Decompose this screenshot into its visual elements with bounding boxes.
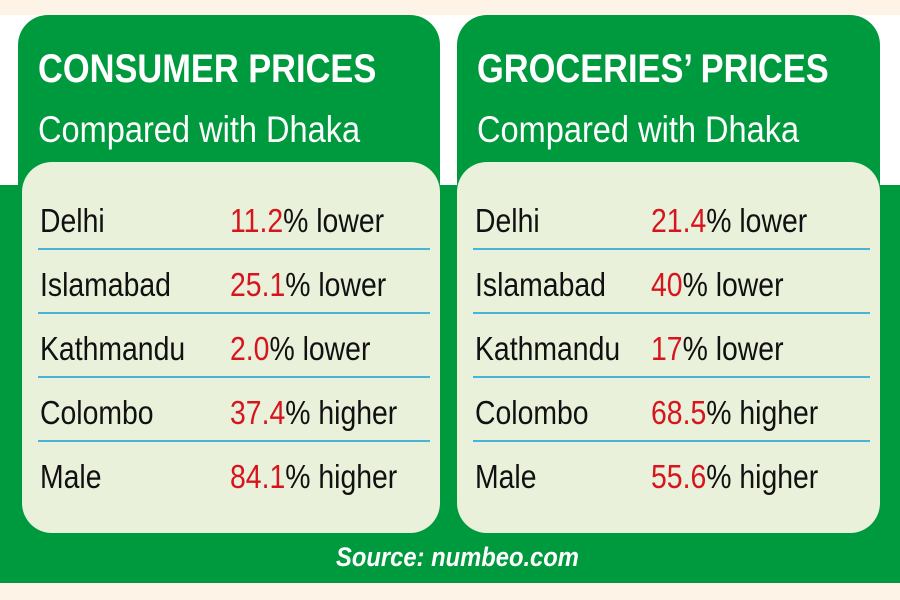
price-difference: 37.4% higher [230,394,397,432]
table-row: Male 84.1% higher [40,444,428,508]
price-difference: 11.2% lower [230,202,384,240]
city-name: Delhi [40,202,105,239]
city-name: Male [475,458,537,495]
comparison-table: Delhi 11.2% lower Islamabad 25.1% lower … [22,162,440,533]
row-divider [38,248,430,250]
city-name: Kathmandu [40,330,186,367]
row-divider [473,312,870,314]
row-divider [38,440,430,442]
percent-value: 37.4 [230,394,286,431]
city-name: Islamabad [475,266,606,303]
table-row: Colombo 37.4% higher [40,380,428,444]
percent-value: 21.4 [651,202,707,239]
city-name: Colombo [475,394,589,431]
direction-label: % lower [285,266,387,303]
direction-label: % higher [285,458,398,495]
price-difference: 21.4% lower [651,202,807,240]
table-row: Delhi 11.2% lower [40,188,428,252]
table-row: Male 55.6% higher [475,444,868,508]
percent-value: 40 [651,266,683,303]
city-name: Male [40,458,102,495]
panel-subtitle: Compared with Dhaka [38,109,361,150]
percent-value: 55.6 [651,458,707,495]
table-row: Colombo 68.5% higher [475,380,868,444]
table-row: Islamabad 40% lower [475,252,868,316]
city-name: Colombo [40,394,154,431]
row-divider [473,248,870,250]
table-row: Kathmandu 17% lower [475,316,868,380]
price-difference: 84.1% higher [230,458,397,496]
price-difference: 40% lower [651,266,784,304]
percent-value: 68.5 [651,394,707,431]
city-name: Delhi [475,202,540,239]
row-divider [38,376,430,378]
direction-label: % lower [682,330,784,367]
source-note: Source: numbeo.com [336,542,579,572]
table-row: Kathmandu 2.0% lower [40,316,428,380]
price-difference: 2.0% lower [230,330,370,368]
row-divider [473,440,870,442]
direction-label: % higher [706,394,819,431]
price-difference: 68.5% higher [651,394,818,432]
direction-label: % higher [706,458,819,495]
price-difference: 25.1% lower [230,266,386,304]
city-name: Kathmandu [475,330,621,367]
percent-value: 11.2 [230,202,284,239]
row-divider [473,376,870,378]
panel-subtitle: Compared with Dhaka [477,109,800,150]
panel-title: GROCERIES’ PRICES [477,47,829,91]
direction-label: % lower [706,202,808,239]
row-divider [38,312,430,314]
direction-label: % lower [269,330,371,367]
percent-value: 84.1 [230,458,286,495]
table-row: Delhi 21.4% lower [475,188,868,252]
table-row: Islamabad 25.1% lower [40,252,428,316]
city-name: Islamabad [40,266,171,303]
direction-label: % lower [682,266,784,303]
price-difference: 55.6% higher [651,458,818,496]
panel-title: CONSUMER PRICES [38,47,377,91]
percent-value: 25.1 [230,266,286,303]
direction-label: % lower [283,202,385,239]
percent-value: 17 [651,330,683,367]
comparison-table: Delhi 21.4% lower Islamabad 40% lower Ka… [457,162,880,533]
direction-label: % higher [285,394,398,431]
percent-value: 2.0 [230,330,270,367]
price-difference: 17% lower [651,330,784,368]
